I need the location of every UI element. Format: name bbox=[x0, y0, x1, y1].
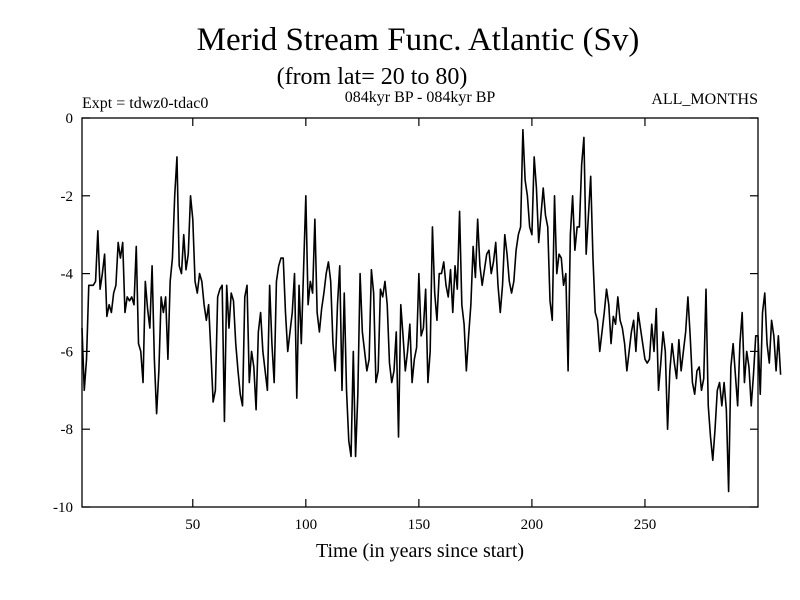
x-axis-label: Time (in years since start) bbox=[316, 540, 524, 562]
months-label: ALL_MONTHS bbox=[651, 91, 758, 108]
chart-subtitle: (from lat= 20 to 80) bbox=[277, 64, 468, 90]
series-line bbox=[81, 128, 782, 493]
y-tick-label: -10 bbox=[53, 500, 73, 516]
period-label: 084kyr BP - 084kyr BP bbox=[345, 89, 496, 106]
y-tick-label: -4 bbox=[61, 267, 74, 283]
x-tick-label: 200 bbox=[521, 517, 544, 533]
x-axis: 50 100 150 200 250 bbox=[185, 118, 656, 533]
experiment-label: Expt = tdwz0-tdac0 bbox=[82, 95, 208, 112]
x-tick-label: 250 bbox=[634, 517, 657, 533]
chart-title: Merid Stream Func. Atlantic (Sv) bbox=[197, 22, 640, 58]
y-tick-label: -8 bbox=[61, 422, 74, 438]
y-tick-label: -2 bbox=[61, 189, 74, 205]
y-axis: 0 -2 -4 -6 -8 -10 bbox=[53, 111, 758, 516]
plot-frame bbox=[81, 117, 759, 508]
y-tick-label: 0 bbox=[66, 111, 74, 127]
x-tick-label: 150 bbox=[408, 517, 431, 533]
x-tick-label: 50 bbox=[185, 517, 200, 533]
y-tick-label: -6 bbox=[61, 344, 74, 360]
x-tick-label: 100 bbox=[295, 517, 318, 533]
